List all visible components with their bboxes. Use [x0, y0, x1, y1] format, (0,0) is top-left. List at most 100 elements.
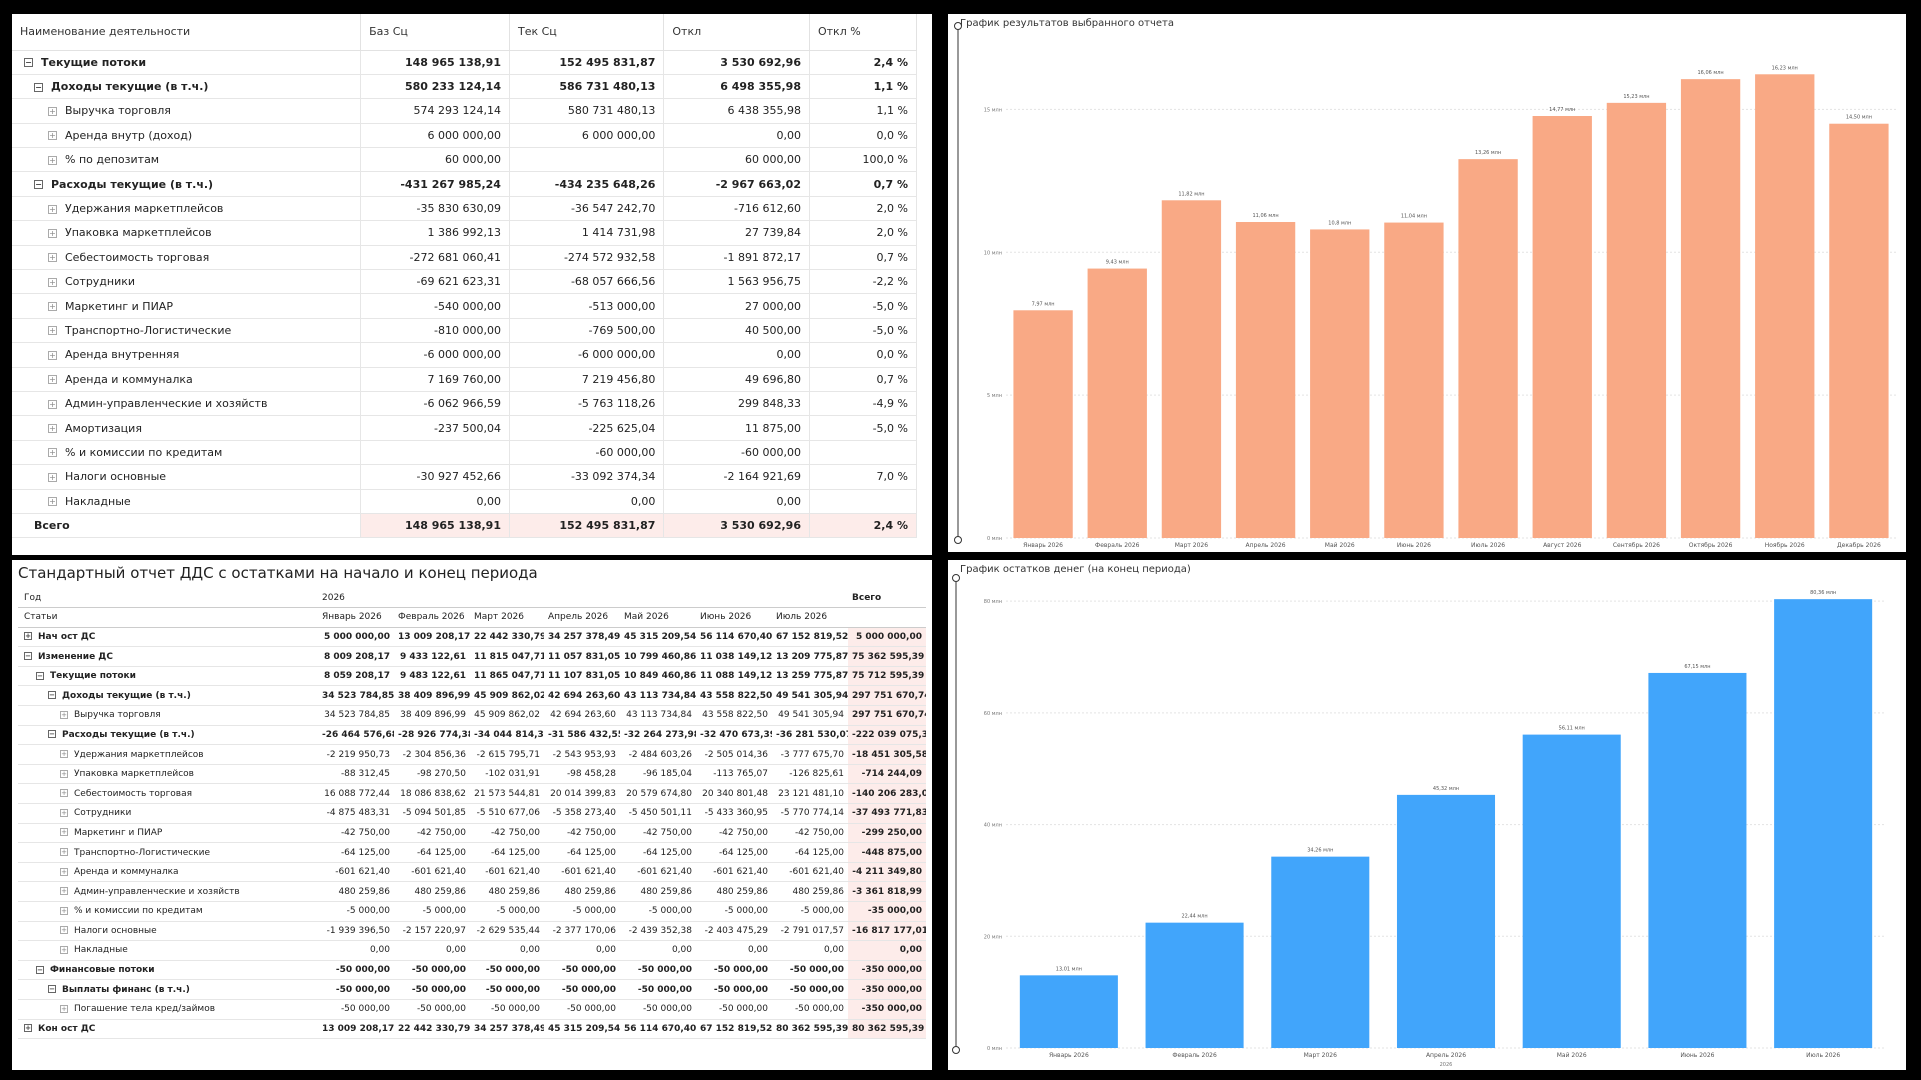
year-value[interactable]: 2026 [318, 588, 394, 609]
bar[interactable] [1271, 856, 1370, 1048]
expand-icon[interactable]: + [60, 1004, 68, 1013]
month-column-header[interactable]: Февраль 2026 [394, 607, 470, 628]
month-column-header[interactable]: Апрель 2026 [544, 607, 620, 628]
collapse-icon[interactable]: − [48, 985, 56, 994]
bar[interactable] [1522, 734, 1621, 1048]
table-row[interactable]: + Погашение тела кред/займов -50 000,00 -50… [18, 999, 926, 1020]
column-header-current[interactable]: Тек Сц [509, 14, 665, 51]
table-row[interactable]: + Аренда и коммуналка -601 621,40 -601 621,… [18, 862, 926, 883]
range-slider-handle-top[interactable] [954, 22, 962, 30]
column-header-activity[interactable]: Наименование деятельности [12, 14, 362, 51]
bar[interactable] [1396, 794, 1496, 1048]
column-header-deviation-pct[interactable]: Откл % [809, 14, 918, 51]
range-slider-handle-bottom[interactable] [952, 1046, 960, 1054]
collapse-icon[interactable]: − [48, 691, 56, 700]
column-header-base[interactable]: Баз Сц [360, 14, 510, 51]
bar[interactable] [1648, 672, 1747, 1048]
bar[interactable] [1774, 599, 1873, 1048]
table-row[interactable]: +% и комиссии по кредитам -5 000,00 -5 000… [18, 901, 926, 922]
bar[interactable] [1161, 200, 1222, 539]
bar[interactable] [1235, 222, 1296, 538]
bar[interactable] [1606, 102, 1667, 538]
table-row[interactable]: + Выручка торговля 34 523 784,85 38 409 896… [18, 705, 926, 726]
expand-icon[interactable]: + [48, 277, 57, 287]
table-row[interactable]: + Аренда внутренняя -6 000 000,00 -6 000 00… [12, 342, 918, 368]
table-row[interactable]: − Изменение ДС 8 009 208,17 9 433 122,61 11 … [18, 646, 926, 667]
bar[interactable] [1384, 222, 1444, 539]
expand-icon[interactable]: + [48, 472, 57, 482]
column-header-deviation[interactable]: Откл [663, 14, 810, 51]
expand-icon[interactable]: + [48, 204, 57, 214]
collapse-icon[interactable]: − [34, 82, 43, 92]
table-row[interactable]: − Расходы текущие (в т.ч.) -26 464 576,68-… [18, 725, 926, 746]
table-row[interactable]: + Себестоимость торговая 16 088 772,44 18 0… [18, 783, 926, 805]
expand-icon[interactable]: + [48, 131, 57, 141]
expand-icon[interactable]: + [48, 350, 57, 360]
collapse-icon[interactable]: − [24, 58, 33, 68]
expand-icon[interactable]: + [60, 867, 68, 876]
expand-icon[interactable]: + [60, 828, 68, 837]
table-row[interactable]: + Упаковка маркетплейсов 1 386 992,13 1 414… [12, 220, 918, 246]
expand-icon[interactable]: + [48, 253, 57, 263]
table-row[interactable]: + Транспортно-Логистические -810 000,00 -76… [12, 318, 918, 344]
expand-icon[interactable]: + [48, 228, 57, 238]
bar[interactable] [1013, 310, 1073, 538]
table-row[interactable]: + Админ-управленческие и хозяйств -6 062 9… [12, 391, 918, 417]
table-row[interactable]: + % и комиссии по кредитам -60 000,00 -60 0… [12, 440, 918, 466]
bar[interactable] [1145, 922, 1244, 1048]
expand-icon[interactable]: + [48, 326, 57, 336]
table-row[interactable]: + Удержания маркетплейсов -2 219 950,73 -2 … [18, 744, 926, 765]
expand-icon[interactable]: + [24, 632, 32, 641]
table-row[interactable]: − Текущие потоки 148 965 138,91 152 495 831… [12, 50, 918, 75]
range-slider-handle-bottom[interactable] [954, 536, 962, 544]
table-row[interactable]: + Сотрудники -4 875 483,31 -5 094 501,85 -5 … [18, 803, 926, 824]
table-row[interactable]: − Финансовые потоки -50 000,00 -50 000,00 -5… [18, 960, 926, 981]
table-row[interactable]: + Сотрудники -69 621 623,31 -68 057 666,56 1… [12, 269, 918, 295]
month-column-header[interactable]: Март 2026 [470, 607, 544, 628]
month-column-header[interactable]: Июнь 2026 [696, 607, 772, 628]
table-row[interactable]: − Доходы текущие (в т.ч.) 580 233 124,14 58… [12, 74, 918, 100]
table-row[interactable]: − Текущие потоки 8 059 208,17 9 483 122,61 1… [18, 666, 926, 687]
collapse-icon[interactable]: − [48, 730, 56, 739]
bar[interactable] [1087, 268, 1147, 538]
expand-icon[interactable]: + [60, 887, 68, 896]
bar[interactable] [1310, 229, 1370, 538]
expand-icon[interactable]: + [24, 1024, 32, 1033]
table-row[interactable]: + Упаковка маркетплейсов -88 312,45 -98 270… [18, 764, 926, 785]
table-row[interactable]: + Выручка торговля 574 293 124,14 580 731 4… [12, 98, 918, 124]
expand-icon[interactable]: + [48, 155, 57, 165]
range-slider-handle-top[interactable] [952, 574, 960, 582]
table-row[interactable]: + Транспортно-Логистические -64 125,00 -64 … [18, 842, 926, 863]
collapse-icon[interactable]: − [24, 652, 32, 661]
table-row[interactable]: + Накладные 0,00 0,00 0,00 [12, 489, 918, 514]
expand-icon[interactable]: + [60, 848, 68, 857]
expand-icon[interactable]: + [60, 906, 68, 915]
table-row[interactable]: + Накладные 0,00 0,00 0,00 0,00 0,00 0,00 0,00 0,… [18, 940, 926, 961]
expand-icon[interactable]: + [48, 424, 57, 434]
month-column-header[interactable]: Май 2026 [620, 607, 696, 628]
table-row[interactable]: + Аренда внутр (доход) 6 000 000,00 6 000 0… [12, 123, 918, 149]
table-row[interactable]: − Расходы текущие (в т.ч.) -431 267 985,24… [12, 171, 918, 197]
table-row[interactable]: + Налоги основные -30 927 452,66 -33 092 37… [12, 464, 918, 490]
expand-icon[interactable]: + [60, 808, 68, 817]
table-row[interactable]: + Кон ост ДС 13 009 208,17 22 442 330,79 34 … [18, 1019, 926, 1040]
bar[interactable] [1829, 123, 1889, 538]
month-column-header[interactable]: Январь 2026 [318, 607, 394, 628]
table-row[interactable]: − Выплаты финанс (в т.ч.) -50 000,00 -50 00… [18, 979, 926, 1000]
table-row[interactable]: + Маркетинг и ПИАР -540 000,00 -513 000,00 2… [12, 293, 918, 319]
bar[interactable] [1458, 159, 1518, 538]
expand-icon[interactable]: + [48, 399, 57, 409]
expand-icon[interactable]: + [60, 789, 68, 798]
bar[interactable] [1755, 74, 1815, 539]
table-row[interactable]: + Удержания маркетплейсов -35 830 630,09 -3… [12, 196, 918, 222]
collapse-icon[interactable]: − [36, 965, 44, 974]
bar[interactable] [1680, 79, 1741, 539]
expand-icon[interactable]: + [60, 750, 68, 759]
expand-icon[interactable]: + [48, 497, 57, 507]
expand-icon[interactable]: + [48, 375, 57, 385]
table-row[interactable]: + Нач ост ДС 5 000 000,00 13 009 208,17 22 4… [18, 627, 926, 648]
table-row[interactable]: +% по депозитам 60 000,00 60 000,00 100,0 % [12, 147, 918, 173]
table-row[interactable]: + Аренда и коммуналка 7 169 760,00 7 219 45… [12, 367, 918, 392]
bar[interactable] [1019, 975, 1118, 1048]
table-row[interactable]: + Налоги основные -1 939 396,50 -2 157 220,… [18, 921, 926, 942]
